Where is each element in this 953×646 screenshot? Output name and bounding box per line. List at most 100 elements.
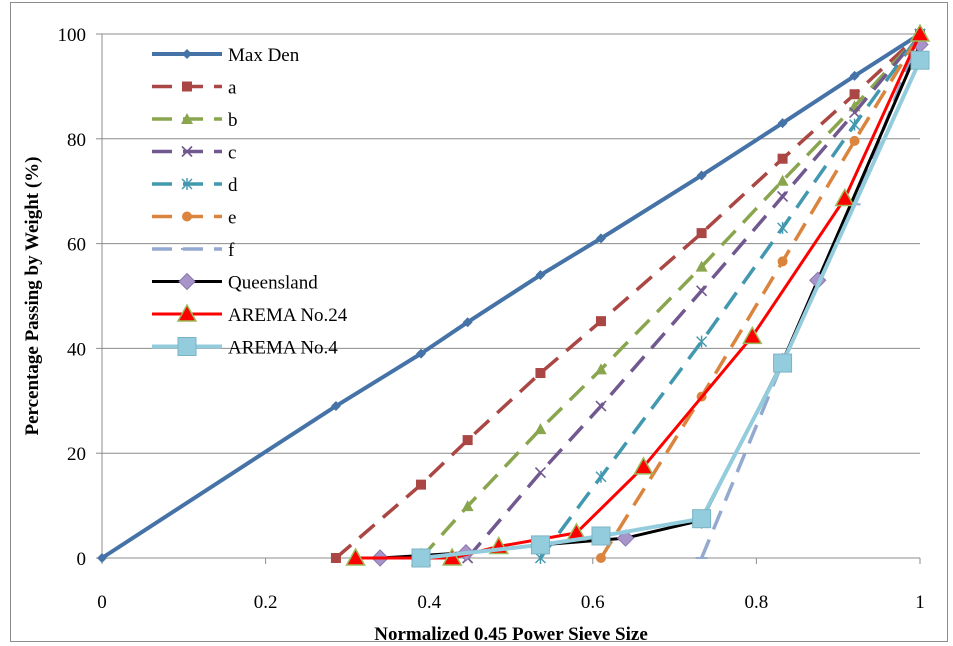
data-point (330, 553, 341, 563)
data-point (591, 526, 611, 546)
series-line (599, 33, 922, 559)
x-tick-label: 1 (915, 592, 925, 613)
series-layer (97, 23, 931, 568)
data-point (530, 535, 550, 555)
data-point (411, 548, 431, 568)
data-point (534, 467, 547, 479)
x-tick-label: 0.2 (254, 592, 278, 613)
legend-entry: e (152, 208, 236, 229)
data-point (696, 285, 708, 297)
y-tick-label: 60 (67, 235, 86, 256)
series-line (334, 32, 922, 560)
series-c (462, 28, 926, 564)
x-tick-label: 0.6 (581, 592, 605, 613)
y-tick-label: 20 (67, 444, 86, 465)
legend-entry: b (152, 110, 238, 131)
legend-label: Queensland (228, 273, 318, 294)
data-point (777, 153, 788, 164)
data-point (777, 118, 788, 129)
data-point (848, 107, 861, 119)
data-point (595, 316, 606, 327)
data-point (416, 479, 427, 490)
data-point (594, 363, 607, 375)
data-point (595, 470, 607, 483)
legend-swatch-marker (182, 211, 192, 222)
data-point (595, 400, 607, 412)
series-queensland (371, 35, 929, 567)
x-tick-label: 0 (97, 592, 107, 613)
data-point (849, 70, 860, 81)
data-point (535, 270, 546, 281)
legend-entry: AREMA No.4 (152, 337, 338, 359)
x-tick-label: 0.4 (417, 592, 441, 613)
series-line (466, 32, 922, 560)
data-point (695, 260, 708, 272)
data-point (345, 547, 366, 566)
data-point (776, 174, 789, 186)
data-point (849, 135, 860, 146)
legend-swatch-marker (177, 337, 197, 356)
legend-swatch-marker (176, 303, 198, 322)
series-line (420, 59, 922, 560)
data-point (773, 353, 793, 373)
legend-swatch-marker (182, 49, 192, 59)
tick-labels: 0 20 40 60 80 100 0 0.2 0.4 0.6 0.8 1 (58, 25, 925, 613)
data-point (535, 368, 546, 379)
data-point (97, 553, 107, 563)
data-point (633, 456, 654, 475)
series-line (419, 32, 922, 560)
data-point (910, 50, 930, 70)
series-line (100, 32, 922, 560)
legend-swatch-marker (181, 178, 193, 190)
data-point (595, 553, 606, 563)
series-arema-no-4 (411, 50, 930, 568)
x-axis-title: Normalized 0.45 Power Sieve Size (374, 624, 648, 645)
data-point (696, 335, 708, 348)
legend-label: a (228, 78, 237, 99)
data-point (909, 23, 931, 42)
data-point (849, 89, 860, 100)
data-point (777, 256, 788, 267)
data-point (834, 188, 856, 207)
data-point (696, 170, 707, 181)
legend-label: f (228, 240, 235, 261)
data-point (416, 348, 427, 359)
data-point (777, 221, 789, 234)
legend-entry: c (152, 143, 236, 164)
data-point (462, 435, 473, 446)
legend-label: d (228, 175, 238, 196)
series-d (534, 28, 926, 564)
data-point (330, 401, 341, 412)
data-point (461, 500, 474, 512)
legend-label: AREMA No.4 (228, 338, 338, 359)
data-point (849, 118, 861, 131)
data-point (462, 317, 473, 328)
data-point (595, 233, 606, 244)
legend-swatch-marker (182, 81, 192, 92)
legend-swatch-marker (181, 113, 193, 124)
legend-entry: d (152, 175, 238, 196)
series-e (595, 29, 925, 563)
data-point (777, 190, 789, 203)
data-point (696, 228, 707, 239)
series-max-den (97, 29, 925, 563)
gridlines (96, 33, 921, 564)
series-arema-no-24 (345, 23, 931, 566)
legend-label: b (228, 110, 238, 131)
legend-entry: f (152, 240, 235, 261)
legend-entry: a (152, 78, 237, 99)
legend-entry: AREMA No.24 (152, 303, 348, 326)
y-tick-label: 100 (58, 25, 87, 46)
y-axis-title: Percentage Passing by Weight (%) (22, 157, 43, 436)
legend-label: e (228, 208, 236, 229)
data-point (534, 423, 547, 435)
legend-entry: Queensland (152, 273, 318, 294)
legend-label: c (228, 143, 236, 164)
x-tick-label: 0.8 (745, 592, 769, 613)
legend-entry: Max Den (152, 45, 300, 66)
legend-swatch-marker (181, 145, 193, 158)
y-tick-label: 80 (67, 130, 86, 151)
axes (101, 34, 920, 559)
